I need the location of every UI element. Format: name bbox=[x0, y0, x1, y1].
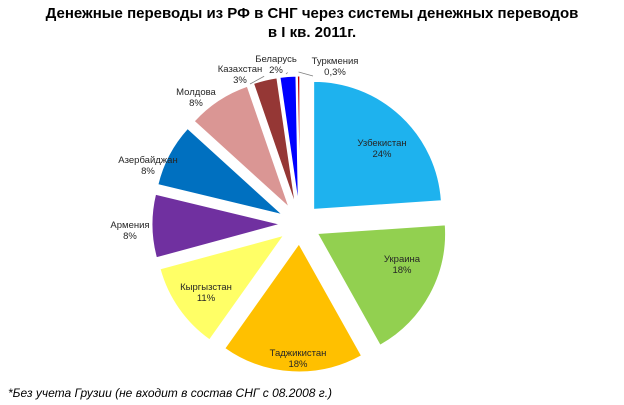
slice-value-6: 8% bbox=[189, 98, 203, 109]
slice-value-8: 2% bbox=[269, 65, 283, 76]
pie-slice-3 bbox=[159, 234, 285, 341]
slice-value-2: 18% bbox=[288, 359, 308, 370]
leader-line-7 bbox=[249, 75, 265, 85]
footnote: *Без учета Грузии (не входит в состав СН… bbox=[8, 386, 333, 400]
slice-label-7: Казахстан bbox=[218, 64, 263, 75]
slice-value-9: 0,3% bbox=[324, 67, 346, 78]
pie-slice-6 bbox=[193, 85, 290, 208]
pie-slice-1 bbox=[316, 224, 447, 346]
slice-label-9: Туркмения bbox=[312, 56, 359, 67]
slice-value-5: 8% bbox=[141, 166, 155, 177]
slice-value-4: 8% bbox=[123, 231, 137, 242]
slice-label-0: Узбекистан bbox=[357, 138, 406, 149]
slice-label-5: Азербайджан bbox=[118, 155, 177, 166]
pie-slice-2 bbox=[224, 243, 363, 373]
pie-chart: Узбекистан24%Украина18%Таджикистан18%Кыр… bbox=[110, 54, 447, 373]
slice-label-6: Молдова bbox=[176, 87, 216, 98]
slice-value-3: 11% bbox=[197, 293, 216, 304]
slice-label-2: Таджикистан bbox=[270, 348, 327, 359]
pie-slices bbox=[151, 75, 447, 373]
slice-value-1: 18% bbox=[392, 265, 412, 276]
slice-label-8: Беларусь bbox=[255, 54, 297, 65]
leader-line-9 bbox=[298, 71, 314, 77]
slice-label-3: Кыргызстан bbox=[180, 282, 232, 293]
slice-value-7: 3% bbox=[233, 75, 247, 86]
pie-slice-0 bbox=[313, 80, 442, 210]
pie-slice-4 bbox=[151, 193, 281, 259]
leader-line-8 bbox=[285, 72, 288, 75]
leader-lines bbox=[249, 71, 314, 85]
pie-slice-5 bbox=[157, 127, 283, 216]
pie-slice-7 bbox=[252, 77, 296, 205]
pie-slice-9 bbox=[296, 75, 301, 205]
chart-title-line1: Денежные переводы из РФ в СНГ через сист… bbox=[45, 5, 579, 22]
chart-title: Денежные переводы из РФ в СНГ через сист… bbox=[0, 4, 624, 42]
slice-value-0: 24% bbox=[372, 149, 392, 160]
slice-labels: Узбекистан24%Украина18%Таджикистан18%Кыр… bbox=[110, 54, 420, 370]
pie-slice-8 bbox=[279, 75, 299, 205]
chart-title-line2: в I кв. 2011г. bbox=[267, 24, 357, 41]
slice-label-1: Украина bbox=[384, 254, 421, 265]
slice-label-4: Армения bbox=[110, 220, 149, 231]
